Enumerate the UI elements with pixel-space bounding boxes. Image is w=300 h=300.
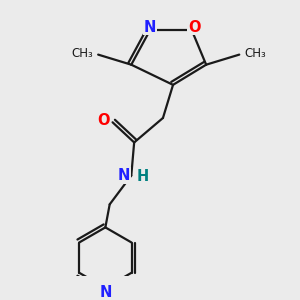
Text: H: H	[137, 169, 149, 184]
Text: CH₃: CH₃	[244, 47, 266, 60]
Text: N: N	[99, 285, 112, 300]
Text: N: N	[144, 20, 156, 35]
Text: CH₃: CH₃	[71, 47, 93, 60]
Text: N: N	[118, 168, 130, 183]
Text: O: O	[188, 20, 200, 35]
Text: O: O	[98, 113, 110, 128]
